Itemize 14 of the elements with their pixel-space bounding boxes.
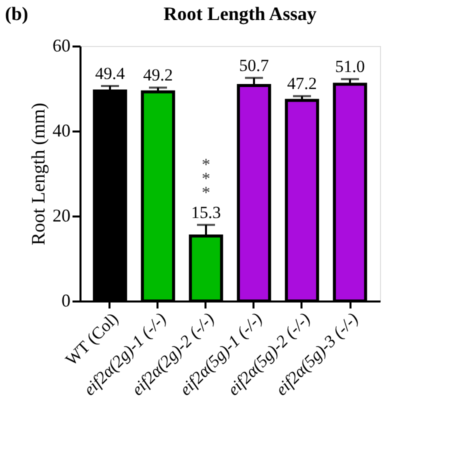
data-label: 49.4 xyxy=(95,64,126,83)
data-label: 15.3 xyxy=(191,202,221,222)
y-tick-label: 40 xyxy=(52,120,70,140)
data-label: 47.2 xyxy=(287,74,317,94)
data-label: 51.0 xyxy=(335,57,365,76)
chart-title: Root Length Assay xyxy=(163,4,318,25)
y-tick-label: 20 xyxy=(52,206,70,226)
text: (b) xyxy=(5,4,28,25)
y-tick-label: 0 xyxy=(62,290,70,310)
data-label: 49.2 xyxy=(143,66,173,85)
y-tick-label: 60 xyxy=(52,36,70,56)
y-axis-title: Root Length (mm) xyxy=(28,102,50,246)
annotation: *** xyxy=(202,154,210,202)
data-label: 50.7 xyxy=(239,56,270,75)
